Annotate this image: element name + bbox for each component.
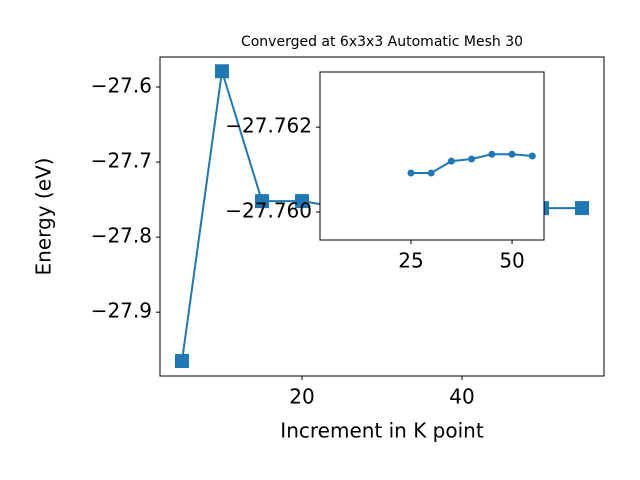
marker [508,150,516,158]
y-tick-label: −27.8 [91,224,152,248]
marker [468,155,476,163]
inset-frame [319,71,545,241]
x-tick-label: 20 [289,385,314,409]
marker [528,152,536,160]
marker [255,194,269,209]
y-axis-label: Energy (eV) [32,158,56,276]
y-tick-label: −27.9 [91,299,152,323]
marker [575,201,589,216]
marker [488,150,496,158]
inset-background [320,72,544,240]
x-tick-label: 40 [449,385,474,409]
marker [427,169,435,177]
y-tick-label: −27.6 [91,74,152,98]
marker [175,353,189,368]
plot-frame [159,56,605,377]
marker [295,194,309,209]
y-tick-label: −27.760 [225,199,312,223]
y-tick-label: −27.7 [91,149,152,173]
marker [407,169,415,177]
x-axis-label: Increment in K point [280,419,484,443]
chart-title: Converged at 6x3x3 Automatic Mesh 30 [241,34,523,50]
x-tick-label: 50 [499,249,524,273]
y-tick-label: −27.762 [225,114,312,138]
marker [447,157,455,165]
x-tick-label: 25 [398,249,423,273]
marker [215,64,229,79]
plot-area [407,150,536,177]
